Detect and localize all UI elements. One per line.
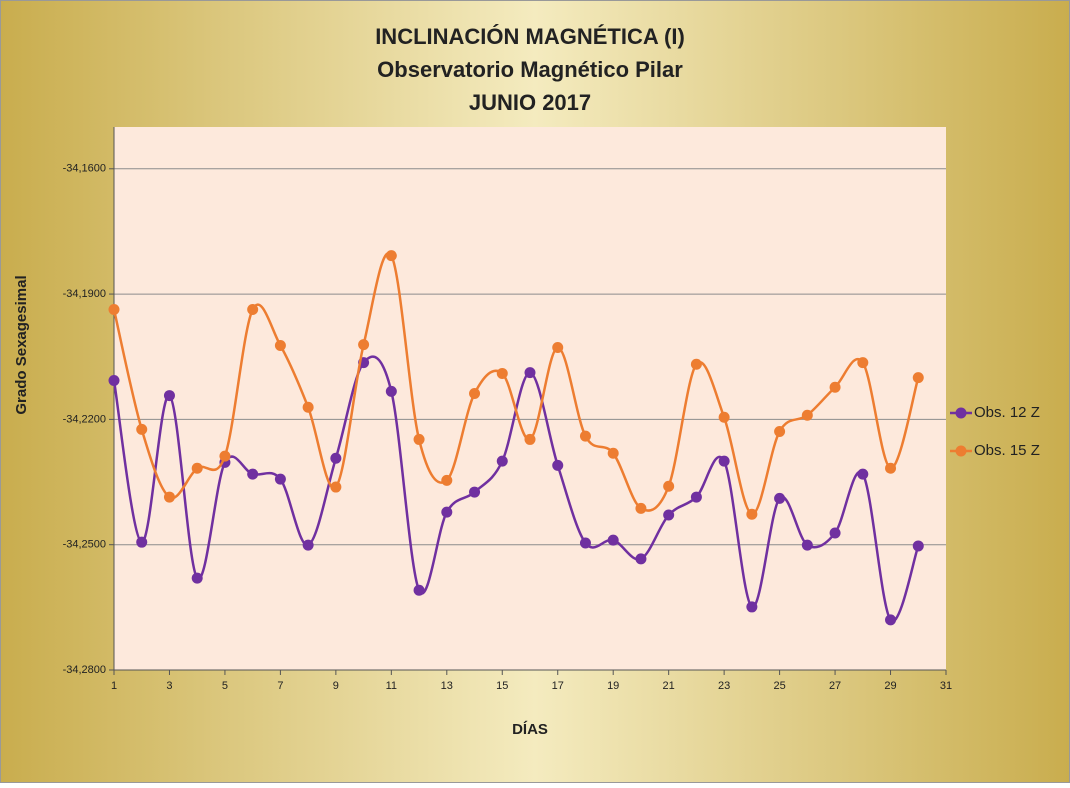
data-point [829,381,841,393]
data-point [774,492,786,504]
data-point [191,572,203,584]
data-point [385,250,397,262]
data-point [247,468,259,480]
data-point [385,385,397,397]
y-axis-title: Grado Sexagesimal [13,275,30,414]
data-point [829,527,841,539]
data-point [108,304,120,316]
data-point [163,390,175,402]
plot-area [114,127,946,670]
x-tick-label: 9 [333,680,339,692]
chart-title: INCLINACIÓN MAGNÉTICA (I) [375,24,685,49]
data-point [274,473,286,485]
data-point [718,455,730,467]
x-tick-label: 7 [277,680,283,692]
data-point [607,534,619,546]
data-point [663,509,675,521]
data-point [136,423,148,435]
data-point [219,450,231,462]
data-point [690,491,702,503]
data-point [663,480,675,492]
legend-label: Obs. 15 Z [974,442,1040,459]
x-tick-label: 13 [441,680,453,692]
data-point [191,462,203,474]
x-tick-label: 29 [884,680,896,692]
data-point [857,357,869,369]
data-point [718,411,730,423]
x-tick-label: 17 [552,680,564,692]
x-tick-label: 27 [829,680,841,692]
data-point [413,433,425,445]
legend-marker [955,407,967,419]
data-point [469,387,481,399]
x-tick-label: 21 [663,680,675,692]
data-point [801,539,813,551]
x-tick-label: 25 [773,680,785,692]
data-point [524,433,536,445]
data-point [801,409,813,421]
data-point [163,491,175,503]
x-axis-title: DÍAS [512,721,548,738]
data-point [302,539,314,551]
data-point [774,425,786,437]
x-tick-label: 5 [222,680,228,692]
x-tick-label: 23 [718,680,730,692]
data-point [469,486,481,498]
x-tick-label: 11 [386,680,397,692]
x-tick-label: 15 [496,680,508,692]
data-point [579,430,591,442]
data-point [108,375,120,387]
x-tick-label: 1 [111,680,117,692]
data-point [635,502,647,514]
data-point [441,506,453,518]
y-tick-label: -34,1600 [63,163,106,175]
data-point [247,304,259,316]
x-tick-label: 19 [607,680,619,692]
data-point [635,553,647,565]
data-point [330,452,342,464]
x-tick-label: 31 [940,680,952,692]
data-point [358,339,370,351]
data-point [552,342,564,354]
data-point [885,462,897,474]
chart-period: JUNIO 2017 [469,90,591,115]
data-point [274,339,286,351]
y-tick-label: -34,2800 [63,664,106,676]
legend-label: Obs. 12 Z [974,404,1040,421]
legend-marker [955,445,967,457]
data-point [552,459,564,471]
data-point [496,367,508,379]
data-point [885,614,897,626]
data-point [136,536,148,548]
data-point [607,447,619,459]
data-point [441,474,453,486]
data-point [496,455,508,467]
data-point [857,468,869,480]
data-point [912,540,924,552]
x-tick-label: 3 [166,680,172,692]
data-point [912,372,924,384]
data-point [746,601,758,613]
data-point [413,584,425,596]
data-point [690,358,702,370]
data-point [330,481,342,493]
y-tick-label: -34,2500 [63,539,106,551]
data-point [746,508,758,520]
y-tick-label: -34,1900 [63,288,106,300]
y-tick-label: -34,2200 [63,413,106,425]
data-point [302,401,314,413]
data-point [579,537,591,549]
chart-subtitle: Observatorio Magnético Pilar [377,57,683,82]
data-point [524,367,536,379]
